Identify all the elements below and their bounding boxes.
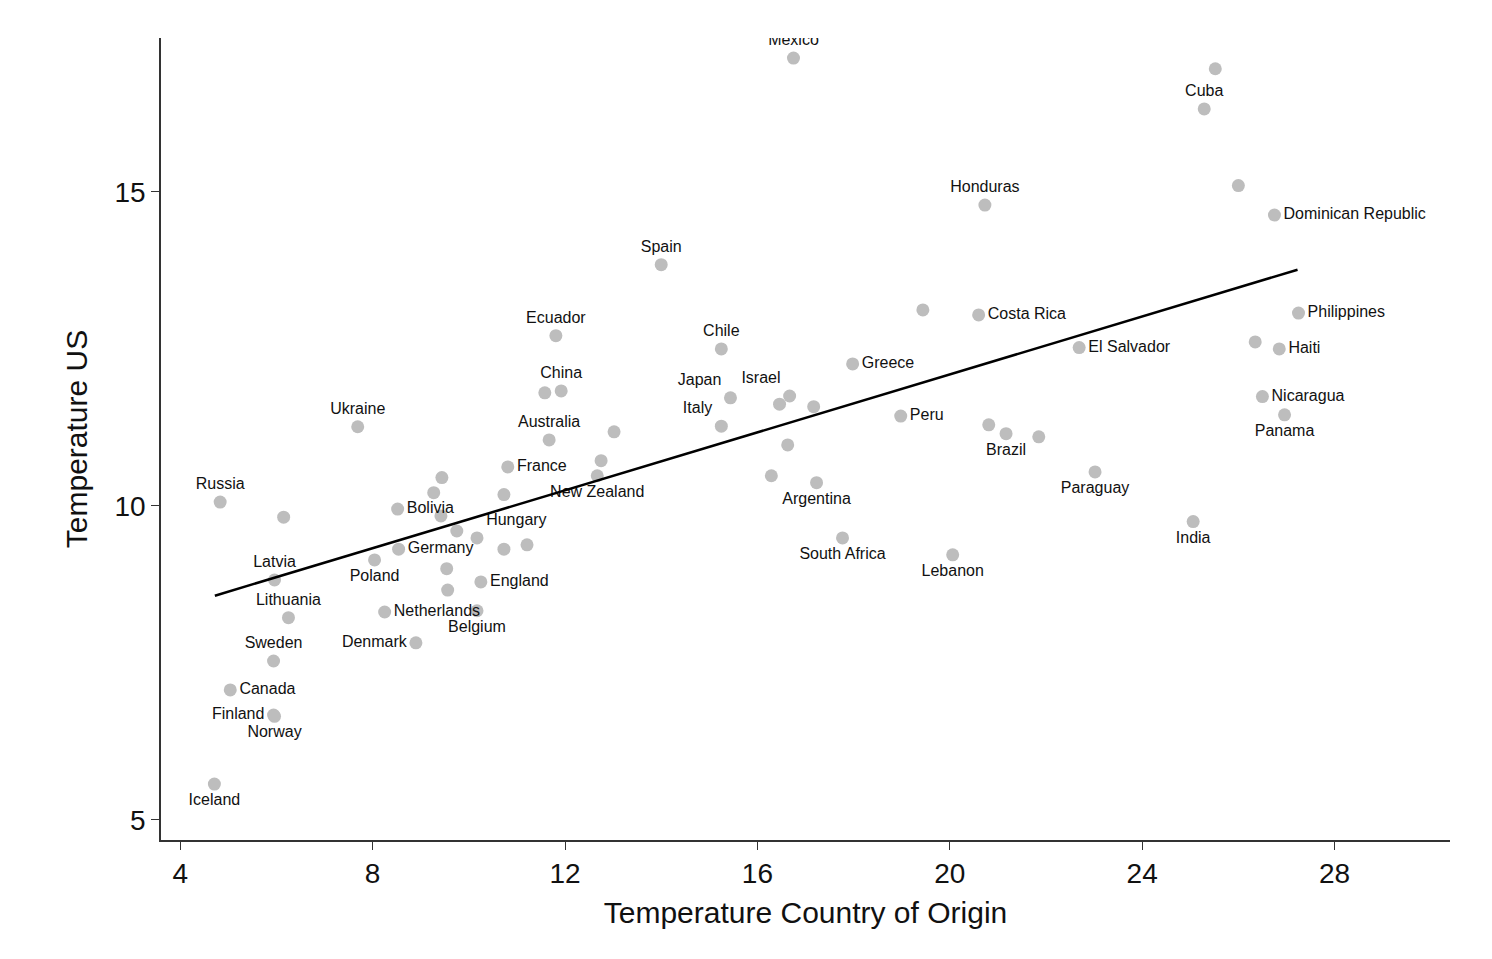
svg-text:Netherlands: Netherlands xyxy=(394,602,480,619)
svg-text:New Zealand: New Zealand xyxy=(550,483,644,500)
svg-text:Italy: Italy xyxy=(683,399,712,416)
svg-text:Philippines: Philippines xyxy=(1308,303,1385,320)
svg-text:28: 28 xyxy=(1319,858,1350,889)
svg-text:India: India xyxy=(1176,529,1211,546)
svg-text:Mexico: Mexico xyxy=(768,38,819,48)
svg-text:Lebanon: Lebanon xyxy=(922,562,984,579)
svg-text:Norway: Norway xyxy=(247,723,301,740)
svg-text:Peru: Peru xyxy=(910,406,944,423)
svg-text:12: 12 xyxy=(549,858,580,889)
svg-text:Australia: Australia xyxy=(518,413,580,430)
svg-text:Canada: Canada xyxy=(239,680,295,697)
svg-text:Spain: Spain xyxy=(641,238,682,255)
svg-text:Russia: Russia xyxy=(196,475,245,492)
svg-text:Temperature Country of Origin: Temperature Country of Origin xyxy=(604,896,1008,929)
svg-text:Paraguay: Paraguay xyxy=(1061,479,1130,496)
svg-text:England: England xyxy=(490,572,549,589)
svg-text:Ukraine: Ukraine xyxy=(330,400,385,417)
svg-text:Belgium: Belgium xyxy=(448,618,506,635)
svg-text:El Salvador: El Salvador xyxy=(1088,338,1170,355)
svg-text:10: 10 xyxy=(114,491,145,522)
svg-text:Temperature US: Temperature US xyxy=(60,330,93,548)
svg-text:Bolivia: Bolivia xyxy=(407,499,454,516)
svg-text:Iceland: Iceland xyxy=(189,791,241,808)
svg-text:Dominican Republic: Dominican Republic xyxy=(1284,205,1426,222)
svg-text:5: 5 xyxy=(130,805,146,836)
svg-text:Brazil: Brazil xyxy=(986,441,1026,458)
svg-text:Panama: Panama xyxy=(1255,422,1315,439)
svg-text:Honduras: Honduras xyxy=(950,178,1019,195)
svg-text:Sweden: Sweden xyxy=(245,634,303,651)
svg-text:Latvia: Latvia xyxy=(253,553,296,570)
svg-text:Argentina: Argentina xyxy=(782,490,851,507)
svg-text:Costa Rica: Costa Rica xyxy=(988,305,1066,322)
svg-text:South Africa: South Africa xyxy=(799,545,885,562)
svg-text:Germany: Germany xyxy=(408,539,474,556)
svg-text:Greece: Greece xyxy=(862,354,915,371)
svg-text:Lithuania: Lithuania xyxy=(256,591,321,608)
svg-text:Cuba: Cuba xyxy=(1185,82,1223,99)
svg-text:Poland: Poland xyxy=(350,567,400,584)
svg-text:8: 8 xyxy=(365,858,381,889)
svg-text:Haiti: Haiti xyxy=(1288,339,1320,356)
svg-text:Chile: Chile xyxy=(703,322,740,339)
svg-text:Hungary: Hungary xyxy=(486,511,546,528)
svg-text:Finland: Finland xyxy=(212,705,264,722)
svg-text:Nicaragua: Nicaragua xyxy=(1272,387,1345,404)
svg-text:Denmark: Denmark xyxy=(342,633,408,650)
svg-text:Israel: Israel xyxy=(741,369,780,386)
svg-text:France: France xyxy=(517,457,567,474)
svg-text:16: 16 xyxy=(742,858,773,889)
svg-text:4: 4 xyxy=(172,858,188,889)
svg-text:24: 24 xyxy=(1127,858,1158,889)
svg-text:15: 15 xyxy=(114,177,145,208)
svg-text:Ecuador: Ecuador xyxy=(526,309,586,326)
svg-text:20: 20 xyxy=(934,858,965,889)
svg-text:Japan: Japan xyxy=(678,371,722,388)
svg-text:China: China xyxy=(540,364,582,381)
